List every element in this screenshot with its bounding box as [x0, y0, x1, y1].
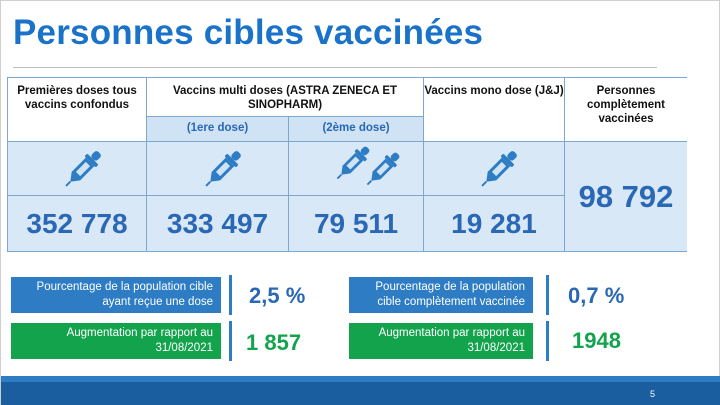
- page-number: 5: [649, 389, 655, 399]
- header-premieres-doses: Premières doses tous vaccins confondus: [8, 78, 147, 142]
- footer-accent-bar: [1, 376, 720, 382]
- divider-bar: [229, 321, 232, 361]
- value-multi-1ere: 333 497: [147, 196, 289, 252]
- aug-left-label-box: Augmentation par rapport au 31/08/2021: [11, 323, 221, 359]
- header-mono-dose: Vaccins mono dose (J&J): [424, 78, 565, 142]
- value-multi-2eme: 79 511: [289, 196, 424, 252]
- value-mono: 19 281: [424, 196, 565, 252]
- pct-dose-label-box: Pourcentage de la population cible ayant…: [11, 277, 221, 313]
- value-completement: 98 792: [565, 142, 687, 252]
- pct-complete-label-box: Pourcentage de la population cible compl…: [349, 277, 533, 313]
- divider-bar: [546, 321, 549, 361]
- header-premieres-doses-label: Premières doses tous vaccins confondus: [17, 85, 137, 111]
- aug-left-value: 1 857: [246, 330, 302, 355]
- syringe-dropper-icon: [58, 144, 108, 194]
- aug-left-label: Augmentation par rapport au 31/08/2021: [66, 327, 213, 354]
- pct-complete-label: Pourcentage de la population cible compl…: [375, 281, 525, 308]
- value-premieres-doses: 352 778: [8, 196, 147, 252]
- divider-bar: [229, 275, 232, 315]
- footer-bar: [1, 382, 720, 405]
- divider-bar: [546, 275, 549, 315]
- subheader-1ere-dose: (1ere dose): [147, 117, 289, 142]
- header-mono-dose-label: Vaccins mono dose (J&J): [424, 85, 564, 97]
- syringe-dropper-icon: [474, 144, 524, 194]
- header-completement: Personnes complètement vaccinées: [565, 78, 687, 142]
- pct-dose-label: Pourcentage de la population cible ayant…: [36, 281, 213, 308]
- syringe-dropper-icon: [330, 140, 376, 186]
- aug-right-label-box: Augmentation par rapport au 31/08/2021: [349, 323, 533, 359]
- slide-title: Personnes cibles vaccinées: [13, 13, 484, 52]
- vaccination-table: Premières doses tous vaccins confondus V…: [7, 77, 687, 252]
- aug-right-label: Augmentation par rapport au 31/08/2021: [378, 327, 525, 354]
- header-completement-label: Personnes complètement vaccinées: [587, 85, 665, 125]
- title-divider: [13, 67, 657, 68]
- header-multi-doses: Vaccins multi doses (ASTRA ZENECA ET SIN…: [147, 78, 424, 117]
- header-multi-doses-label: Vaccins multi doses (ASTRA ZENECA ET SIN…: [172, 85, 398, 111]
- syringe-dropper-icon: [198, 144, 248, 194]
- syringe-dropper-icon: [360, 146, 406, 192]
- pct-complete-value: 0,7 %: [568, 283, 625, 308]
- subheader-2eme-dose: (2ème dose): [289, 117, 424, 142]
- aug-right-value: 1948: [572, 328, 621, 353]
- pct-dose-value: 2,5 %: [249, 283, 306, 308]
